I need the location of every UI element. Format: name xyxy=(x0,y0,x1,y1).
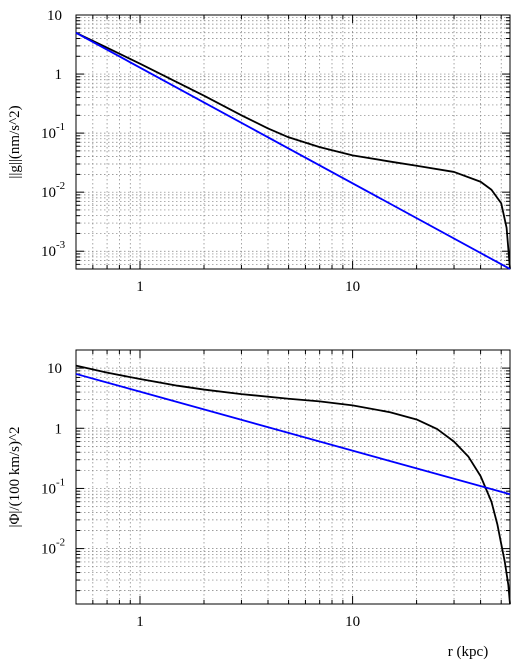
y-tick-exponent: -2 xyxy=(56,180,65,192)
x-tick-label: 10 xyxy=(345,279,360,295)
y-tick-label: 10 xyxy=(47,361,62,377)
y-tick-exponent: -1 xyxy=(56,476,65,488)
series-line-black xyxy=(75,364,511,605)
gravity-y-axis-label: ||g||(nm/s^2) xyxy=(7,105,23,178)
y-tick-label: 10 xyxy=(41,126,56,142)
y-tick-exponent: -2 xyxy=(56,537,65,549)
gravity-grid xyxy=(76,15,510,269)
potential-plot-frame xyxy=(75,349,511,605)
potential-y-axis-label: |Φ|/(100 km/s)^2 xyxy=(7,426,23,527)
y-tick-label: 10 xyxy=(47,8,62,24)
y-tick-exponent: -1 xyxy=(56,121,65,133)
y-tick-label: 1 xyxy=(55,421,63,437)
y-tick-exponent: -3 xyxy=(56,239,66,251)
gravity-series xyxy=(75,31,511,270)
series-line-black xyxy=(75,31,511,270)
y-tick-label: 10 xyxy=(41,542,56,558)
x-tick-label: 10 xyxy=(345,614,360,630)
x-tick-label: 1 xyxy=(136,279,144,295)
y-tick-label: 10 xyxy=(41,185,56,201)
potential-grid xyxy=(76,350,510,604)
y-tick-label: 10 xyxy=(41,244,56,260)
y-tick-label: 1 xyxy=(55,67,63,83)
x-axis-label: r (kpc) xyxy=(448,644,488,660)
series-line-blue xyxy=(75,373,511,496)
potential-series xyxy=(75,364,511,605)
x-tick-label: 1 xyxy=(136,614,144,630)
series-line-blue xyxy=(75,31,511,270)
y-tick-label: 10 xyxy=(41,481,56,497)
